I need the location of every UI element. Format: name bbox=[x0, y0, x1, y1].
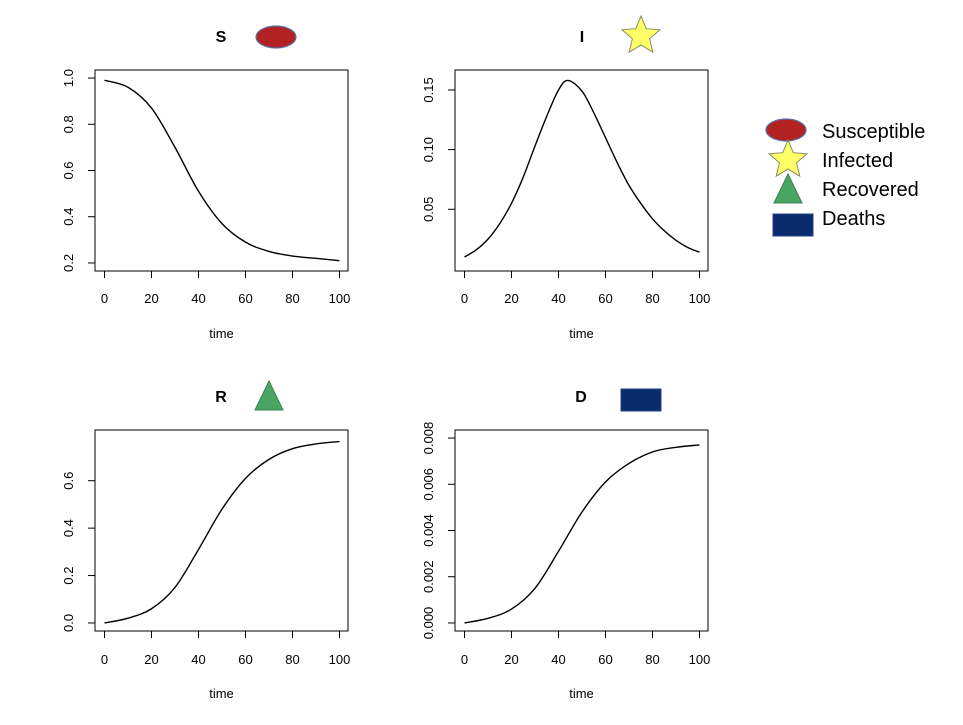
x-tick-label: 80 bbox=[645, 652, 659, 667]
panel-r: R 0 20 40 60 80 100 time 0.0 0.2 0.4 0.6 bbox=[61, 381, 350, 701]
legend-item-deaths: Deaths bbox=[773, 208, 885, 236]
triangle-icon bbox=[255, 381, 283, 410]
x-tick-label: 80 bbox=[285, 652, 299, 667]
legend-item-susceptible: Susceptible bbox=[766, 119, 925, 143]
x-tick-label: 100 bbox=[329, 652, 351, 667]
chart-title: I bbox=[580, 29, 584, 46]
x-tick-label: 0 bbox=[101, 652, 108, 667]
chart-title: S bbox=[216, 29, 227, 46]
x-tick-label: 60 bbox=[238, 652, 252, 667]
star-icon bbox=[769, 140, 807, 176]
series-line bbox=[105, 80, 340, 260]
plot-frame bbox=[455, 70, 708, 271]
x-tick-label: 100 bbox=[329, 291, 351, 306]
x-tick-label: 80 bbox=[285, 291, 299, 306]
x-axis-label: time bbox=[209, 326, 234, 341]
rectangle-icon bbox=[621, 389, 661, 411]
y-tick-label: 1.0 bbox=[61, 69, 76, 87]
triangle-icon bbox=[774, 174, 802, 203]
y-tick-label: 0.2 bbox=[61, 567, 76, 585]
plot-frame bbox=[95, 430, 348, 631]
x-tick-label: 80 bbox=[645, 291, 659, 306]
x-tick-label: 60 bbox=[598, 652, 612, 667]
plot-frame bbox=[95, 70, 348, 271]
rectangle-icon bbox=[773, 214, 813, 236]
y-tick-label: 0.000 bbox=[421, 607, 436, 640]
plot-frame bbox=[455, 430, 708, 631]
y-tick-label: 0.4 bbox=[61, 519, 76, 537]
y-tick-label: 0.8 bbox=[61, 115, 76, 133]
chart-title: R bbox=[215, 389, 227, 406]
x-tick-label: 100 bbox=[689, 652, 711, 667]
panel-s: S 0 20 40 60 80 100 time 0.2 0.4 0.6 0.8 1.0 bbox=[61, 26, 350, 341]
y-tick-label: 0.0 bbox=[61, 614, 76, 632]
legend-item-recovered: Recovered bbox=[774, 174, 919, 203]
y-tick-label: 0.004 bbox=[421, 514, 436, 547]
y-tick-label: 0.15 bbox=[421, 77, 436, 102]
x-tick-label: 60 bbox=[598, 291, 612, 306]
y-tick-label: 0.6 bbox=[61, 161, 76, 179]
y-tick-label: 0.008 bbox=[421, 422, 436, 455]
x-tick-label: 40 bbox=[551, 652, 565, 667]
x-tick-label: 40 bbox=[191, 652, 205, 667]
x-tick-label: 100 bbox=[689, 291, 711, 306]
x-tick-label: 60 bbox=[238, 291, 252, 306]
panel-i: I 0 20 40 60 80 100 time 0.05 0.10 0.15 bbox=[421, 16, 710, 341]
ellipse-icon bbox=[766, 119, 806, 141]
panel-d: D 0 20 40 60 80 100 time 0.000 0.002 0.004 0.006 0.0… bbox=[421, 389, 710, 701]
x-axis-label: time bbox=[569, 686, 594, 701]
y-tick-label: 0.05 bbox=[421, 197, 436, 222]
legend: Susceptible Infected Recovered Deaths bbox=[766, 119, 925, 236]
legend-item-infected: Infected bbox=[769, 140, 893, 176]
x-tick-label: 40 bbox=[191, 291, 205, 306]
x-axis-label: time bbox=[569, 326, 594, 341]
legend-label: Infected bbox=[822, 150, 893, 172]
series-line bbox=[465, 445, 700, 623]
y-tick-label: 0.6 bbox=[61, 472, 76, 490]
x-tick-label: 40 bbox=[551, 291, 565, 306]
y-tick-label: 0.2 bbox=[61, 254, 76, 272]
x-tick-label: 0 bbox=[461, 291, 468, 306]
x-tick-label: 20 bbox=[144, 652, 158, 667]
x-tick-label: 20 bbox=[144, 291, 158, 306]
legend-label: Recovered bbox=[822, 179, 919, 201]
x-axis-label: time bbox=[209, 686, 234, 701]
ellipse-icon bbox=[256, 26, 296, 48]
legend-label: Susceptible bbox=[822, 121, 925, 143]
star-icon bbox=[622, 16, 660, 52]
y-tick-label: 0.006 bbox=[421, 468, 436, 501]
series-line bbox=[465, 80, 700, 257]
series-line bbox=[105, 442, 340, 623]
legend-label: Deaths bbox=[822, 208, 885, 230]
y-tick-label: 0.4 bbox=[61, 208, 76, 226]
x-tick-label: 0 bbox=[461, 652, 468, 667]
chart-title: D bbox=[575, 389, 587, 406]
y-tick-label: 0.002 bbox=[421, 560, 436, 593]
x-tick-label: 0 bbox=[101, 291, 108, 306]
x-tick-label: 20 bbox=[504, 291, 518, 306]
y-tick-label: 0.10 bbox=[421, 137, 436, 162]
x-tick-label: 20 bbox=[504, 652, 518, 667]
